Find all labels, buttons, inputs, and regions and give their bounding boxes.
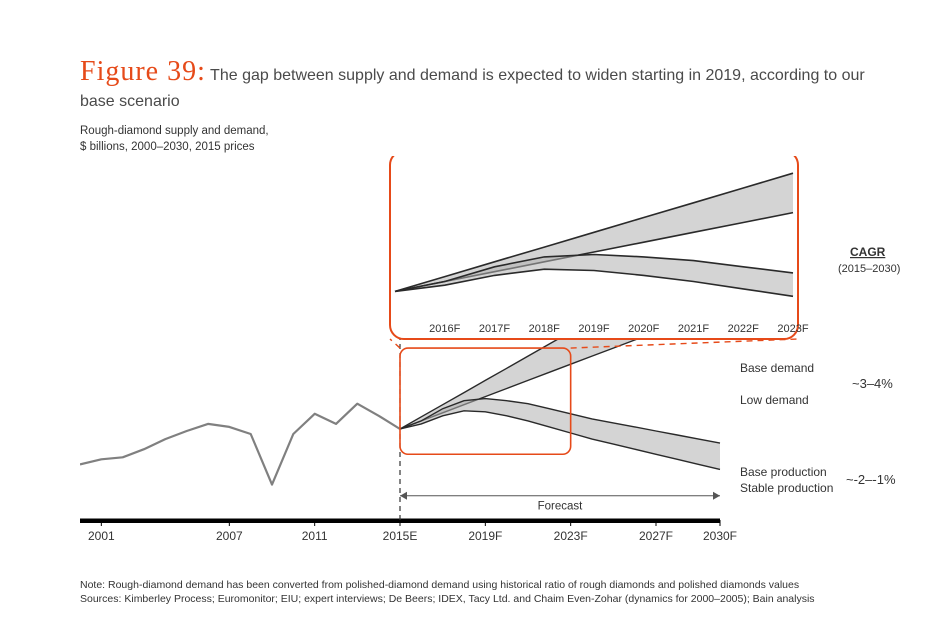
cagr-production-value: ~-2–-1% (846, 472, 896, 487)
chart-footnote: Note: Rough-diamond demand has been conv… (80, 578, 880, 606)
x-tick-label: 2023F (554, 529, 588, 543)
inset-x-tick-label: 2018F (529, 323, 560, 335)
inset-x-tick-label: 2022F (728, 323, 759, 335)
inset-chart: 2016F 2017F 2018F 2019F 2020F 2021F 2022F 2023F (390, 156, 809, 339)
subtitle-line-2: $ billions, 2000–2030, 2015 prices (80, 141, 255, 153)
x-tick-label: 2007 (216, 529, 243, 543)
x-tick-label: 2015E (383, 529, 418, 543)
historical-line (80, 404, 400, 485)
note-line-1: Note: Rough-diamond demand has been conv… (80, 579, 799, 591)
inset-x-tick-label: 2020F (628, 323, 659, 335)
label-base-production: Base production (740, 465, 827, 479)
subtitle-line-1: Rough-diamond supply and demand, (80, 125, 269, 137)
x-tick-label: 2027F (639, 529, 673, 543)
forecast-arrow-right (713, 492, 720, 500)
figure-number: Figure 39: (80, 56, 206, 87)
cagr-subheader: (2015–2030) (838, 263, 900, 275)
x-tick-label: 2011 (302, 529, 328, 543)
x-tick-label: 2019F (468, 529, 502, 543)
inset-x-tick-label: 2023F (777, 323, 808, 335)
inset-x-tick-label: 2019F (578, 323, 609, 335)
callout-connector (390, 339, 400, 348)
inset-x-tick-label: 2016F (429, 323, 460, 335)
label-low-demand: Low demand (740, 393, 809, 407)
figure-title: Figure 39: The gap between supply and de… (80, 52, 880, 114)
label-base-demand: Base demand (740, 361, 814, 375)
inset-x-tick-label: 2017F (479, 323, 510, 335)
cagr-header: CAGR (850, 245, 886, 259)
label-stable-production: Stable production (740, 481, 833, 495)
note-line-2: Sources: Kimberley Process; Euromonitor;… (80, 593, 815, 605)
forecast-arrow-left (400, 492, 407, 500)
chart-subtitle: Rough-diamond supply and demand, $ billi… (80, 124, 269, 155)
forecast-arrow-label: Forecast (538, 501, 584, 513)
x-tick-label: 2001 (88, 529, 115, 543)
inset-x-tick-label: 2021F (678, 323, 709, 335)
cagr-demand-value: ~3–4% (852, 376, 893, 391)
x-tick-label: 2030F (703, 529, 737, 543)
chart-surface: 5101520253035402001200720112015E2019F202… (80, 156, 900, 574)
